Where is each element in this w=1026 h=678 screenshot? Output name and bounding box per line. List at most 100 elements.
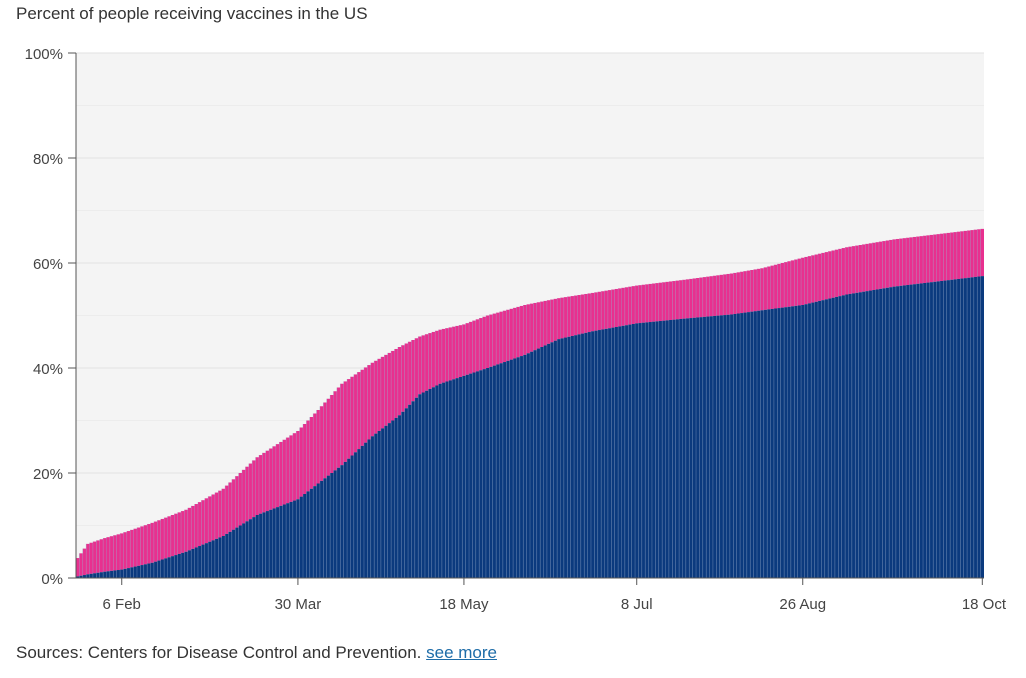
bar-at-least-one-dose[interactable]	[753, 269, 757, 312]
bar-fully-vaccinated[interactable]	[533, 350, 537, 578]
bar-fully-vaccinated[interactable]	[211, 540, 215, 578]
bar-at-least-one-dose[interactable]	[306, 420, 310, 492]
bar-at-least-one-dose[interactable]	[292, 433, 297, 501]
bar-fully-vaccinated[interactable]	[204, 543, 209, 578]
bar-at-least-one-dose[interactable]	[638, 285, 642, 324]
bar-fully-vaccinated[interactable]	[716, 315, 720, 578]
bar-fully-vaccinated[interactable]	[292, 500, 297, 578]
bar-fully-vaccinated[interactable]	[679, 318, 683, 578]
bar-at-least-one-dose[interactable]	[296, 431, 300, 500]
bar-at-least-one-dose[interactable]	[414, 338, 419, 398]
bar-fully-vaccinated[interactable]	[340, 465, 344, 578]
bar-at-least-one-dose[interactable]	[421, 335, 425, 393]
bar-fully-vaccinated[interactable]	[76, 576, 80, 578]
bar-at-least-one-dose[interactable]	[177, 512, 182, 554]
bar-fully-vaccinated[interactable]	[201, 544, 205, 578]
bar-at-least-one-dose[interactable]	[645, 284, 649, 323]
bar-fully-vaccinated[interactable]	[397, 415, 402, 578]
bar-at-least-one-dose[interactable]	[357, 372, 361, 450]
bar-fully-vaccinated[interactable]	[651, 321, 656, 578]
bar-fully-vaccinated[interactable]	[123, 568, 127, 578]
bar-at-least-one-dose[interactable]	[140, 526, 144, 566]
bar-fully-vaccinated[interactable]	[384, 425, 388, 578]
bar-at-least-one-dose[interactable]	[655, 283, 659, 322]
bar-at-least-one-dose[interactable]	[86, 543, 90, 575]
bar-at-least-one-dose[interactable]	[546, 300, 551, 344]
bar-fully-vaccinated[interactable]	[177, 553, 182, 578]
bar-at-least-one-dose[interactable]	[245, 466, 249, 522]
bar-at-least-one-dose[interactable]	[780, 263, 785, 308]
bar-fully-vaccinated[interactable]	[702, 316, 707, 578]
bar-at-least-one-dose[interactable]	[770, 265, 774, 309]
bar-at-least-one-dose[interactable]	[784, 262, 788, 308]
bar-fully-vaccinated[interactable]	[892, 286, 896, 578]
bar-at-least-one-dose[interactable]	[838, 248, 842, 297]
bar-fully-vaccinated[interactable]	[570, 335, 575, 578]
bar-fully-vaccinated[interactable]	[828, 298, 832, 578]
bar-at-least-one-dose[interactable]	[580, 294, 585, 334]
bar-fully-vaccinated[interactable]	[675, 319, 680, 578]
bar-at-least-one-dose[interactable]	[872, 242, 876, 290]
bar-at-least-one-dose[interactable]	[939, 233, 944, 281]
bar-at-least-one-dose[interactable]	[499, 311, 503, 364]
bar-at-least-one-dose[interactable]	[363, 367, 368, 443]
bar-at-least-one-dose[interactable]	[157, 520, 161, 561]
bar-at-least-one-dose[interactable]	[811, 255, 815, 303]
bar-at-least-one-dose[interactable]	[218, 490, 222, 538]
bar-at-least-one-dose[interactable]	[431, 331, 436, 388]
bar-fully-vaccinated[interactable]	[618, 326, 622, 578]
bar-at-least-one-dose[interactable]	[933, 234, 937, 282]
bar-fully-vaccinated[interactable]	[685, 318, 690, 578]
bar-fully-vaccinated[interactable]	[889, 287, 893, 578]
bar-fully-vaccinated[interactable]	[96, 572, 100, 578]
bar-fully-vaccinated[interactable]	[401, 411, 405, 578]
bar-at-least-one-dose[interactable]	[109, 536, 114, 571]
bar-at-least-one-dose[interactable]	[953, 232, 957, 280]
bar-fully-vaccinated[interactable]	[194, 547, 198, 578]
bar-at-least-one-dose[interactable]	[679, 280, 683, 319]
bar-fully-vaccinated[interactable]	[760, 310, 764, 578]
bar-at-least-one-dose[interactable]	[685, 279, 690, 319]
bar-at-least-one-dose[interactable]	[977, 229, 981, 277]
bar-at-least-one-dose[interactable]	[607, 290, 612, 329]
bar-at-least-one-dose[interactable]	[387, 352, 392, 424]
bar-fully-vaccinated[interactable]	[577, 334, 581, 578]
bar-at-least-one-dose[interactable]	[651, 283, 656, 322]
bar-at-least-one-dose[interactable]	[885, 240, 890, 288]
bar-at-least-one-dose[interactable]	[242, 469, 246, 524]
bar-at-least-one-dose[interactable]	[221, 488, 226, 536]
bar-at-least-one-dose[interactable]	[160, 518, 165, 560]
bar-at-least-one-dose[interactable]	[445, 328, 449, 382]
bar-fully-vaccinated[interactable]	[228, 531, 232, 578]
bar-fully-vaccinated[interactable]	[814, 301, 818, 578]
bar-at-least-one-dose[interactable]	[235, 476, 239, 528]
bar-at-least-one-dose[interactable]	[824, 252, 829, 300]
bar-at-least-one-dose[interactable]	[618, 288, 622, 327]
bar-at-least-one-dose[interactable]	[96, 540, 100, 573]
bar-at-least-one-dose[interactable]	[191, 505, 195, 549]
bar-at-least-one-dose[interactable]	[89, 542, 93, 574]
bar-fully-vaccinated[interactable]	[424, 390, 429, 578]
bar-at-least-one-dose[interactable]	[326, 398, 331, 476]
bar-fully-vaccinated[interactable]	[225, 533, 229, 578]
bar-fully-vaccinated[interactable]	[296, 499, 300, 578]
bar-fully-vaccinated[interactable]	[834, 296, 839, 578]
bar-at-least-one-dose[interactable]	[716, 275, 720, 316]
bar-fully-vaccinated[interactable]	[699, 317, 703, 578]
bar-fully-vaccinated[interactable]	[750, 311, 754, 578]
bar-at-least-one-dose[interactable]	[282, 439, 287, 505]
bar-fully-vaccinated[interactable]	[350, 455, 354, 579]
bar-fully-vaccinated[interactable]	[804, 304, 808, 578]
bar-at-least-one-dose[interactable]	[557, 298, 561, 340]
bar-fully-vaccinated[interactable]	[347, 458, 351, 578]
bar-at-least-one-dose[interactable]	[706, 276, 710, 317]
bar-at-least-one-dose[interactable]	[76, 558, 80, 577]
bar-at-least-one-dose[interactable]	[790, 260, 795, 307]
bar-fully-vaccinated[interactable]	[746, 312, 751, 578]
bar-fully-vaccinated[interactable]	[929, 282, 934, 578]
bar-at-least-one-dose[interactable]	[858, 245, 863, 293]
bar-fully-vaccinated[interactable]	[611, 327, 615, 578]
bar-fully-vaccinated[interactable]	[330, 473, 334, 578]
bar-at-least-one-dose[interactable]	[946, 232, 951, 281]
bar-at-least-one-dose[interactable]	[723, 274, 727, 316]
